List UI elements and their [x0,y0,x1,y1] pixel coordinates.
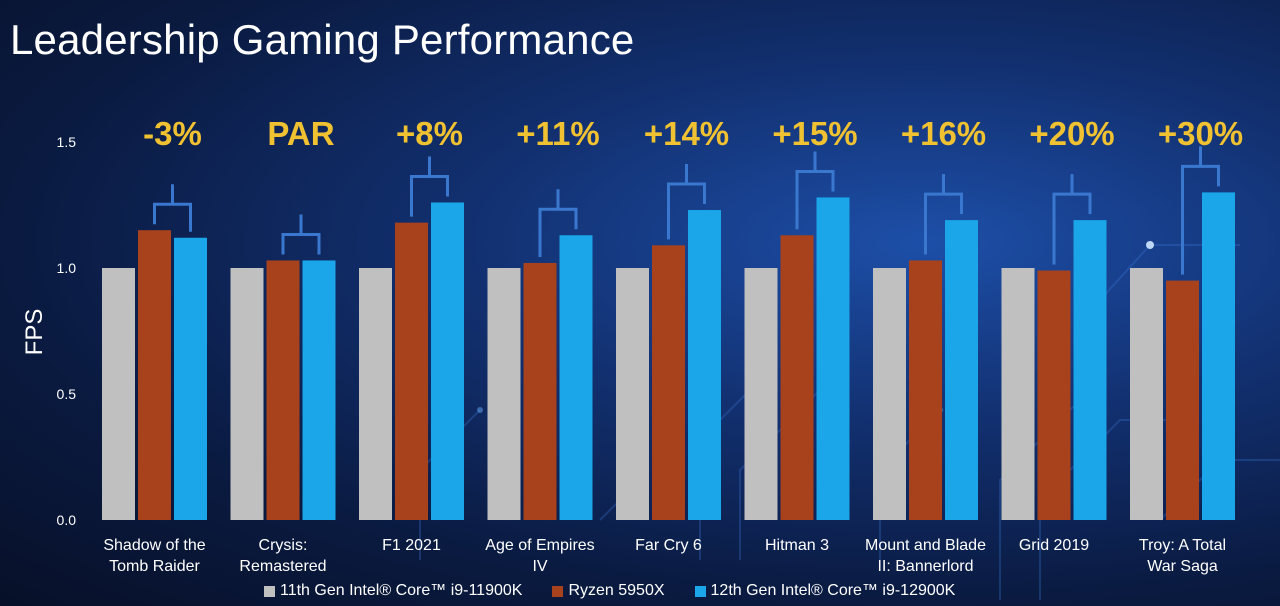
y-tick-label: 1.5 [57,134,77,150]
y-tick-label: 0.5 [57,386,77,402]
category-label-line: Crysis: [259,537,308,554]
category-label: Age of Empires IV [485,537,594,575]
legend-swatch-11900k [264,585,275,597]
category-label-line: Grid 2019 [1019,537,1089,554]
category-label: Far Cry 6 [635,537,702,554]
bar [744,268,778,520]
legend-swatch-12900k [694,585,706,597]
category-label: Shadow of the Tomb Raider [103,537,205,575]
category-label: Grid 2019 [1019,537,1089,554]
delta-label: +11% [516,115,600,152]
bar [395,222,428,520]
delta-label: +8% [396,115,463,152]
bar [909,260,942,520]
delta-label: +16% [901,115,986,152]
bar [559,235,593,521]
bar [302,260,336,520]
bar [1001,268,1035,520]
bar [1166,280,1199,520]
comparison-bracket [924,174,963,255]
category-label-line: Hitman 3 [765,537,829,554]
comparison-bracket [410,156,449,217]
comparison-brackets [153,146,1220,275]
category-label-line: Far Cry 6 [635,537,702,554]
legend-swatch-5950x [552,585,564,597]
category-label-line: War Saga [1147,558,1218,575]
category-labels: Shadow of the Tomb Raider Crysis: Remastere… [103,537,1226,575]
bar [174,237,207,520]
category-label: Mount and Blade II: Bannerlord [865,537,986,575]
delta-label: +20% [1029,115,1114,152]
y-tick-label: 1.0 [57,260,77,276]
delta-label: +15% [772,115,857,152]
category-label: Troy: A Total War Saga [1139,537,1226,575]
legend-label-12900k: 12th Gen Intel® Core™ i9-12900K [710,582,956,599]
legend-label-11900k: 11th Gen Intel® Core™ i9-11900K [280,582,523,599]
comparison-bracket [667,164,706,240]
y-axis-title: FPS [21,309,48,356]
legend: 11th Gen Intel® Core™ i9-11900K Ryzen 59… [264,580,955,602]
bar [266,260,300,520]
comparison-bracket [1052,174,1092,265]
bar [616,268,649,520]
category-label-line: II: Bannerlord [877,558,973,575]
legend-item-12900k: 12th Gen Intel® Core™ i9-12900K [694,582,956,600]
category-label-line: IV [532,558,547,575]
bar [230,268,264,520]
comparison-bracket [281,214,321,255]
bar [1202,192,1235,520]
bar [780,235,814,521]
delta-labels: -3% PAR +8% +11% +14% +15% +16% +20% +30% [143,115,1243,152]
category-label-line: Remastered [239,558,326,575]
comparison-bracket [1181,146,1220,275]
category-label-line: Mount and Blade [865,537,986,554]
bar [487,268,521,520]
category-label-line: Shadow of the [103,537,205,554]
category-label: Hitman 3 [765,537,829,554]
bar [1130,268,1163,520]
comparison-bracket [153,184,192,232]
comparison-bracket [795,151,835,230]
bar [873,268,906,520]
category-label-line: F1 2021 [382,537,441,554]
bar [945,220,978,520]
bar [359,268,392,520]
bar [816,197,850,520]
bar [652,245,685,520]
delta-label: +14% [644,115,729,152]
y-axis: 0.0 0.5 1.0 1.5 [57,134,77,528]
delta-label: +30% [1158,115,1243,152]
bar [1037,270,1071,520]
category-label: Crysis: Remastered [239,537,326,575]
category-label-line: Age of Empires [485,537,594,554]
bar [431,202,464,521]
bar [102,268,135,520]
category-label-line: Tomb Raider [109,558,200,575]
legend-item-11900k: 11th Gen Intel® Core™ i9-11900K [264,582,522,600]
bar [1073,220,1107,520]
y-tick-label: 0.0 [57,512,77,528]
category-label-line: Troy: A Total [1139,537,1226,554]
bars [102,192,1235,521]
bar [523,262,557,520]
legend-label-5950x: Ryzen 5950X [568,582,665,599]
bar [138,230,171,520]
slide-title: Leadership Gaming Performance [10,16,635,63]
delta-label: -3% [143,115,202,152]
category-label: F1 2021 [382,537,441,554]
delta-label: PAR [267,115,334,152]
legend-item-5950x: Ryzen 5950X [552,582,665,600]
bar [688,210,721,521]
comparison-bracket [538,189,578,257]
